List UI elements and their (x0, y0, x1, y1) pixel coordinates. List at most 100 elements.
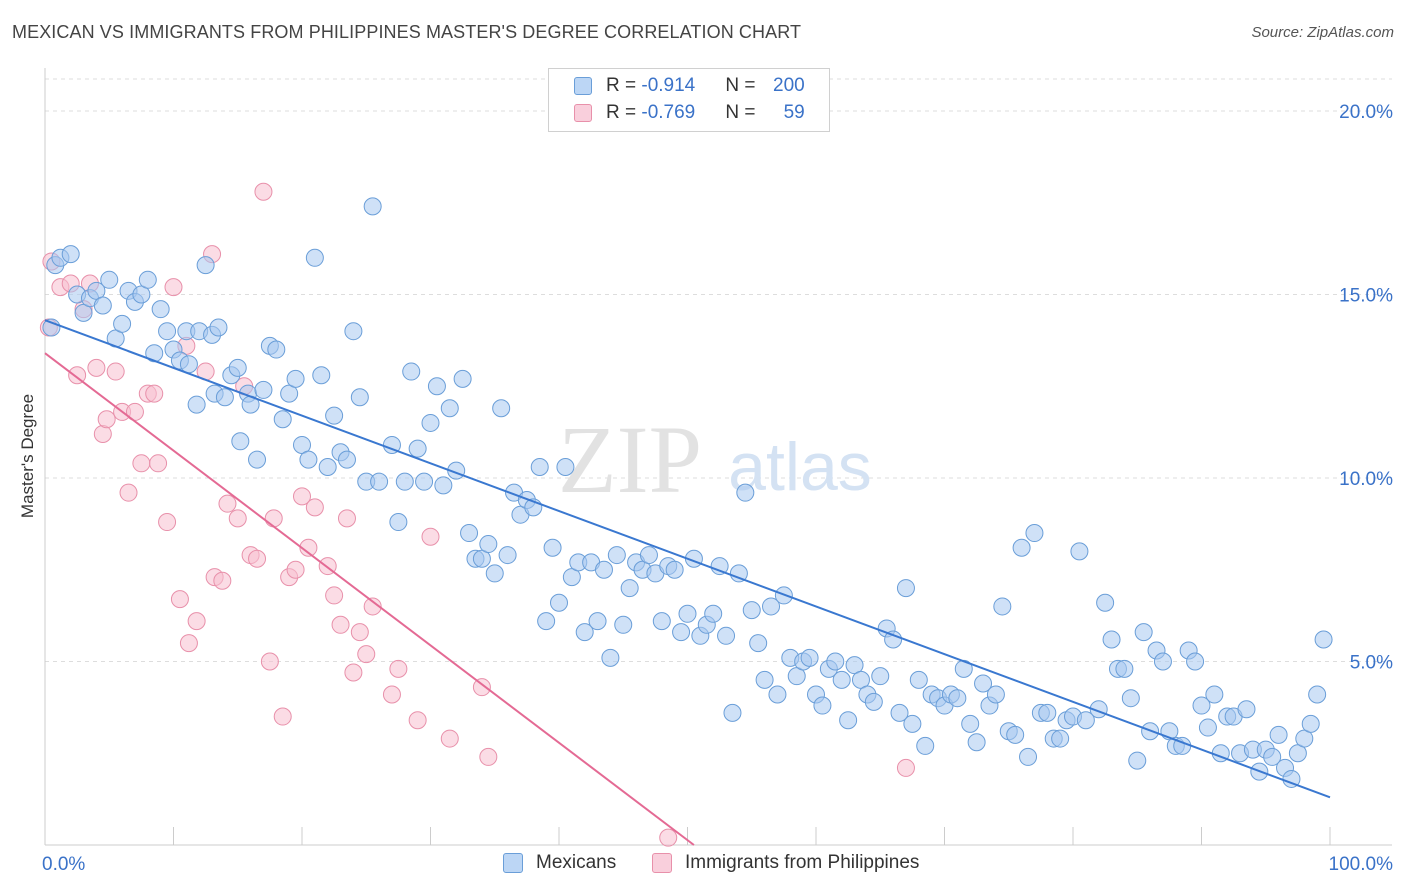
mexicans-point (1205, 685, 1224, 704)
mexicans-point (228, 358, 247, 377)
mexicans-point (312, 366, 331, 385)
mexicans-point (1301, 714, 1320, 733)
mexicans-point (1308, 685, 1327, 704)
philippines-point (382, 685, 401, 704)
philippines-point (264, 509, 283, 528)
mexicans-point (93, 296, 112, 315)
mexicans-point (588, 612, 607, 631)
mexicans-point (652, 612, 671, 631)
mexicans-point (1269, 725, 1288, 744)
mexicans-point (286, 369, 305, 388)
mexicans-point (620, 579, 639, 598)
mexicans-point (179, 355, 198, 374)
series-legend: Mexicans Immigrants from Philippines (0, 852, 1406, 878)
mexicans-point (299, 450, 318, 469)
legend-item-philippines: Immigrants from Philippines (652, 852, 919, 874)
mexicans-point (402, 362, 421, 381)
y-tick-label: 15.0% (1339, 285, 1393, 306)
legend-swatch-blue (503, 853, 523, 873)
mexicans-point (113, 314, 132, 333)
mexicans-point (158, 322, 177, 341)
philippines-point (228, 509, 247, 528)
mexicans-point (903, 714, 922, 733)
mexicans-point (974, 674, 993, 693)
mexicans-point (492, 399, 511, 418)
mexicans-point (678, 604, 697, 623)
y-tick-label: 10.0% (1339, 469, 1393, 490)
y-tick-label: 20.0% (1339, 102, 1393, 123)
mexicans-point (916, 736, 935, 755)
mexicans-trend-line (44, 319, 1331, 799)
mexicans-point (1237, 700, 1256, 719)
philippines-point (896, 758, 915, 777)
mexicans-point (479, 535, 498, 554)
mexicans-point (1192, 696, 1211, 715)
mexicans-point (704, 604, 723, 623)
legend-n-value: 200 (773, 75, 805, 96)
mexicans-point (453, 369, 472, 388)
mexicans-point (370, 472, 389, 491)
philippines-point (260, 652, 279, 671)
mexicans-point (408, 439, 427, 458)
mexicans-point (363, 197, 382, 216)
philippines-point (254, 182, 273, 201)
mexicans-point (1070, 542, 1089, 561)
mexicans-point (1263, 747, 1282, 766)
philippines-point (164, 278, 183, 297)
mexicans-point (344, 322, 363, 341)
philippines-point (421, 527, 440, 546)
legend-n-value: 59 (783, 102, 805, 123)
legend-row-mexicans: R = -0.914 N = 200 (549, 73, 805, 99)
mexicans-point (550, 593, 568, 612)
mexicans-point (832, 670, 851, 689)
mexicans-point (427, 377, 446, 396)
philippines-point (273, 707, 292, 726)
mexicans-point (1019, 747, 1038, 766)
philippines-point (68, 366, 87, 385)
legend-row-philippines: R = -0.769 N = 59 (549, 100, 805, 126)
mexicans-point (800, 648, 819, 667)
mexicans-point (1038, 703, 1057, 722)
x-tick-label: 100.0% (1329, 854, 1394, 875)
philippines-point (179, 634, 198, 653)
mexicans-point (961, 714, 980, 733)
mexicans-point (967, 733, 986, 752)
mexicans-point (665, 560, 684, 579)
philippines-point (305, 498, 324, 517)
mexicans-point (986, 685, 1005, 704)
mexicans-points (42, 197, 1333, 788)
legend-r-value: -0.914 (641, 75, 696, 96)
mexicans-point (543, 538, 562, 557)
legend-swatch-pink (574, 104, 592, 122)
mexicans-point (273, 410, 292, 429)
philippines-point (145, 384, 164, 403)
tick-labels: 5.0% 10.0% 15.0% 20.0% 0.0% 100.0% (42, 102, 1393, 875)
mexicans-point (890, 703, 909, 722)
philippines-point (119, 483, 138, 502)
mexicans-point (530, 457, 549, 476)
philippines-points (39, 182, 915, 847)
mexicans-point (1128, 751, 1147, 770)
philippines-point (479, 747, 498, 766)
mexicans-point (1314, 630, 1333, 649)
mexicans-point (755, 670, 774, 689)
mexicans-point (1096, 593, 1115, 612)
mexicans-point (395, 472, 414, 491)
legend-n-label: N = (725, 75, 761, 96)
philippines-point (187, 612, 206, 631)
philippines-point (440, 729, 459, 748)
philippines-point (344, 663, 363, 682)
mexicans-point (350, 388, 369, 407)
philippines-point (325, 586, 344, 605)
mexicans-point (1186, 652, 1205, 671)
philippines-point (149, 454, 168, 473)
mexicans-point (909, 670, 928, 689)
philippines-point (350, 623, 369, 642)
mexicans-point (305, 248, 324, 267)
legend-r-label: R = (606, 75, 642, 96)
legend-label-mexicans: Mexicans (536, 852, 617, 873)
mexicans-point (460, 524, 479, 543)
mexicans-point (1198, 718, 1217, 737)
mexicans-point (1076, 711, 1095, 730)
mexicans-point (415, 472, 434, 491)
